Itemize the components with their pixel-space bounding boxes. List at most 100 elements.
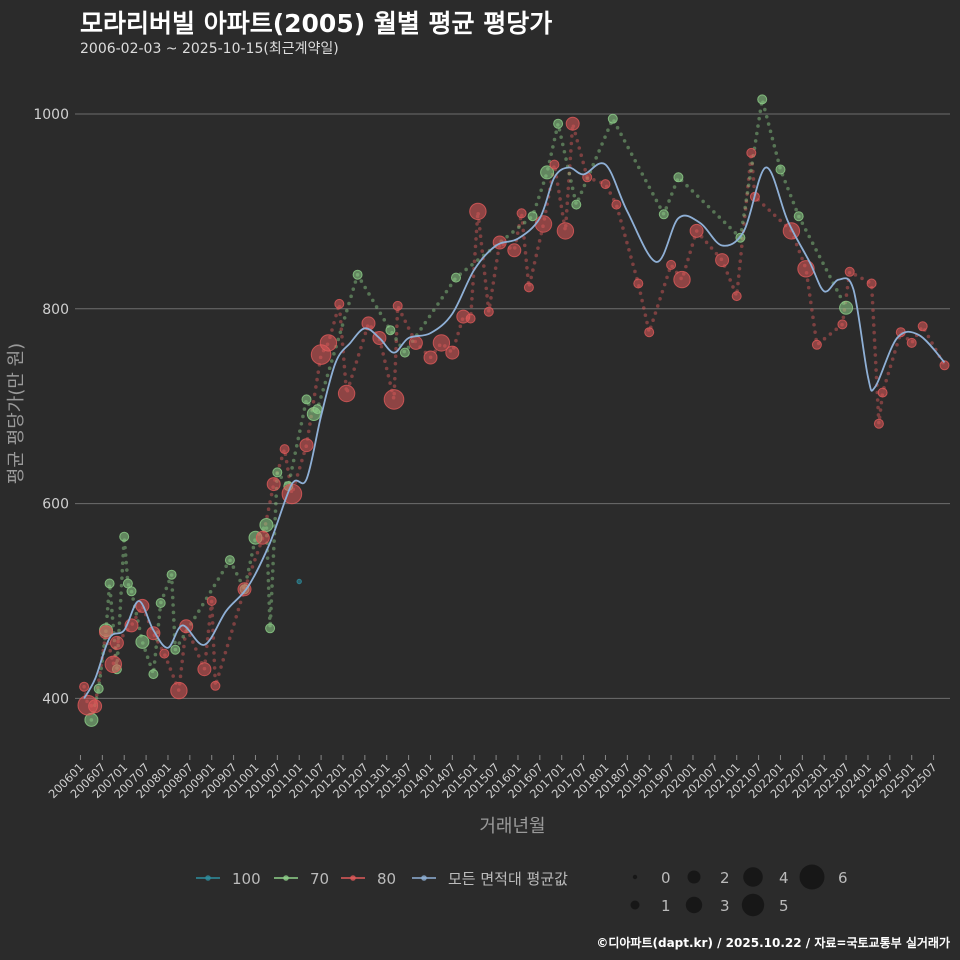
x-axis-title: 거래년월 (479, 816, 545, 837)
series-70-connector (89, 98, 848, 722)
series-80-connector (82, 123, 947, 709)
series-80-point (565, 116, 580, 131)
series-80-point (299, 438, 314, 453)
series-70-point (527, 211, 538, 222)
series-80-point (465, 313, 476, 324)
series-70-point (793, 211, 804, 222)
series-70-point (658, 209, 669, 220)
series-80-point (549, 159, 560, 170)
series-70-point (607, 113, 618, 124)
series-70-point (775, 164, 786, 175)
size-legend-circle (799, 864, 825, 890)
size-legend-label: 5 (779, 897, 789, 915)
series-80-point (917, 321, 928, 332)
series-80-point (507, 243, 522, 258)
size-legend-label: 2 (720, 869, 730, 887)
series-70-point (312, 404, 323, 415)
series-80-point (210, 680, 221, 691)
series-80-point (633, 278, 644, 289)
size-legend-label: 6 (838, 869, 848, 887)
legend-label: 모든 면적대 평균값 (448, 870, 568, 888)
series-70-point (170, 644, 181, 655)
series-80-point (255, 530, 270, 545)
legend-dot (205, 875, 211, 881)
size-legend-label: 0 (661, 869, 671, 887)
series-80-point (337, 384, 356, 403)
series-70-point (385, 325, 396, 336)
series-80-point (556, 222, 575, 240)
series-80-point (79, 681, 90, 692)
legend-label: 70 (310, 870, 329, 888)
chart-subtitle: 2006-02-03 ~ 2025-10-15(최근계약일) (80, 41, 339, 57)
size-legend-circle (630, 900, 640, 910)
y-tick-label: 600 (42, 497, 69, 513)
y-axis-title: 평균 평당가(만 원) (6, 343, 27, 484)
series-70-point (352, 269, 363, 280)
series-100-point (296, 578, 302, 585)
series-70-point (673, 172, 684, 183)
chart-title: 모라리버빌 아파트(2005) 월별 평균 평당가 (80, 9, 553, 38)
series-70-point (119, 531, 130, 542)
legend-label: 80 (377, 870, 396, 888)
series-70-point (571, 199, 582, 210)
series-80-point (408, 335, 423, 350)
series-80-point (666, 259, 677, 270)
legend-dot (283, 875, 289, 881)
size-legend-label: 1 (661, 897, 671, 915)
series-80-point (109, 635, 124, 650)
legend-dot (421, 875, 427, 881)
series-80-point (523, 282, 534, 293)
size-legend-circle (743, 867, 763, 887)
series-70-point (540, 165, 555, 180)
series-80-point (170, 681, 188, 700)
series-80-point (88, 699, 103, 714)
legend-dot (350, 875, 356, 881)
series-80-point (746, 147, 757, 158)
series-80-point (782, 222, 801, 240)
chart-caption: ©디아파트(dapt.kr) / 2025.10.22 / 자료=국토교통부 실… (596, 936, 950, 950)
series-80-point (319, 334, 338, 352)
y-tick-label: 800 (42, 302, 69, 318)
series-80-point (432, 334, 451, 352)
series-80-point (844, 266, 855, 277)
series-80-point (611, 199, 622, 210)
series-80-point (731, 291, 742, 302)
series-80-point (644, 327, 655, 338)
series-70-point (265, 623, 276, 634)
series-80-point (469, 202, 487, 221)
series-70-point (148, 669, 159, 680)
series-70-point (155, 598, 166, 608)
series-80-point (279, 444, 290, 455)
series-80-point (197, 662, 212, 677)
size-legend-label: 3 (720, 897, 730, 915)
series-80-point (600, 179, 611, 190)
series-80-point (104, 655, 123, 673)
average-line (83, 162, 946, 699)
series-80-point (906, 337, 917, 348)
series-80-point (392, 300, 403, 311)
series-80-point (534, 215, 553, 233)
series-80-point (873, 418, 884, 429)
series-80-point (266, 477, 281, 492)
series-70-point (451, 272, 461, 283)
series-80-point (516, 208, 527, 219)
series-70-point (135, 634, 150, 649)
series-80-point (797, 260, 815, 278)
series-70-point (553, 118, 564, 129)
series-70-point (224, 555, 235, 566)
series-80-point (99, 625, 113, 640)
series-80-point (715, 253, 730, 268)
series-70-point (272, 467, 283, 478)
series-80-point (939, 360, 950, 371)
series-70-point (166, 569, 177, 580)
series-80-point (877, 387, 888, 398)
series-70-point (93, 683, 104, 694)
series-70-point (126, 586, 137, 597)
series-80-point (483, 306, 494, 317)
size-legend-label: 4 (779, 869, 789, 887)
y-tick-label: 1000 (33, 107, 69, 123)
series-80-point (383, 389, 405, 410)
series-80-point (159, 648, 170, 659)
